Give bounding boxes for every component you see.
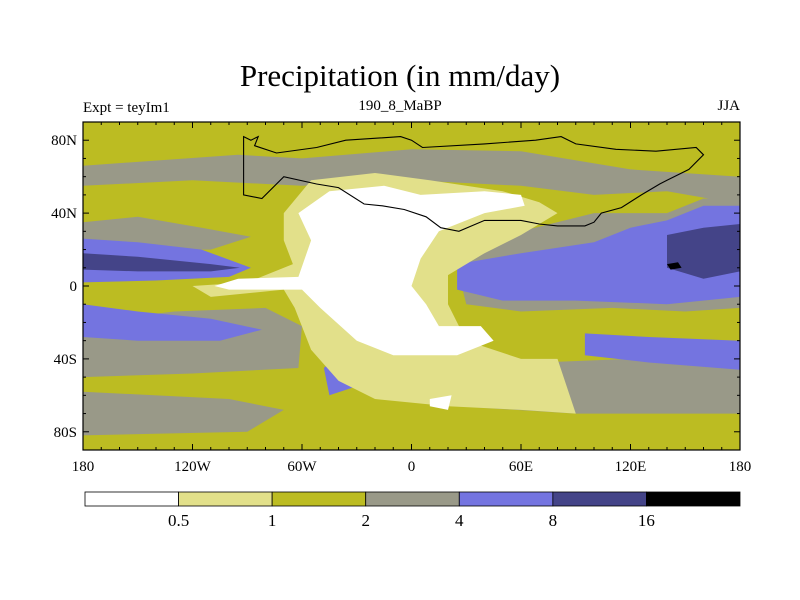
x-tick-label: 180	[729, 459, 752, 475]
colorbar-label: 8	[549, 511, 558, 530]
axis-ticks: 180 120W 60W 0 60E 120E 180 80N 40N 0 40S 80S	[51, 121, 752, 475]
colorbar-box	[646, 491, 741, 507]
colorbar-label: 0.5	[168, 511, 189, 530]
colorbar-label: 4	[455, 511, 464, 530]
colorbar-label: 1	[268, 511, 277, 530]
x-tick-label: 60W	[287, 459, 317, 475]
y-tick-label: 0	[70, 279, 78, 295]
region-s-pac-rain	[83, 304, 262, 341]
region-w-pac-core	[83, 253, 240, 272]
x-tick-label: 0	[408, 459, 416, 475]
region-e-tethys-itcz	[457, 205, 740, 305]
y-tick-label: 80S	[54, 425, 77, 441]
region-e-tethys-peak	[667, 262, 682, 270]
y-tick-label: 40N	[51, 206, 77, 222]
experiment-label: Expt = teyIm1	[83, 100, 170, 116]
colorbar-box	[365, 491, 460, 507]
region-n-highlat-band	[83, 149, 740, 204]
period-label: 190_8_MaBP	[358, 98, 442, 114]
colorbar-label: 2	[361, 511, 370, 530]
region-n-midlat-band	[83, 216, 251, 250]
colorbar-box	[458, 491, 554, 507]
contour-fill-layer	[83, 122, 740, 450]
colorbar-label: 16	[638, 511, 655, 530]
x-tick-label: 120W	[174, 459, 212, 475]
page-title: Precipitation (in mm/day)	[239, 58, 561, 93]
region-north-dry	[214, 185, 525, 356]
region-south-dry-spot	[429, 395, 452, 410]
region-s-highlat-band	[83, 391, 284, 436]
pangaea-coastline	[243, 135, 705, 232]
x-tick-label: 120E	[615, 459, 647, 475]
colorbar-box	[84, 491, 179, 507]
region-e-tethys-core	[667, 224, 740, 279]
x-tick-label: 60E	[509, 459, 533, 475]
colorbar-box	[178, 491, 273, 507]
season-label: JJA	[717, 98, 740, 114]
colorbar: 0.5 1 2 4 8 16	[84, 491, 741, 530]
x-tick-label: 180	[72, 459, 95, 475]
y-tick-label: 80N	[51, 133, 77, 149]
colorbar-box	[552, 491, 647, 507]
y-tick-label: 40S	[54, 352, 77, 368]
region-s-ind-rain	[584, 333, 740, 370]
colorbar-box	[271, 491, 367, 507]
coastline-layer	[243, 135, 705, 232]
